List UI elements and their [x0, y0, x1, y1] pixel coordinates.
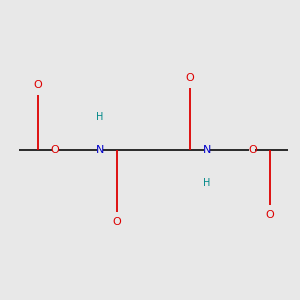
Text: O: O [248, 145, 257, 155]
Text: O: O [265, 210, 274, 220]
Text: N: N [203, 145, 211, 155]
Text: O: O [185, 73, 194, 83]
Text: O: O [113, 217, 122, 227]
Text: H: H [96, 112, 104, 122]
Text: O: O [33, 80, 42, 90]
Text: H: H [203, 178, 211, 188]
Text: N: N [96, 145, 104, 155]
Text: O: O [51, 145, 59, 155]
